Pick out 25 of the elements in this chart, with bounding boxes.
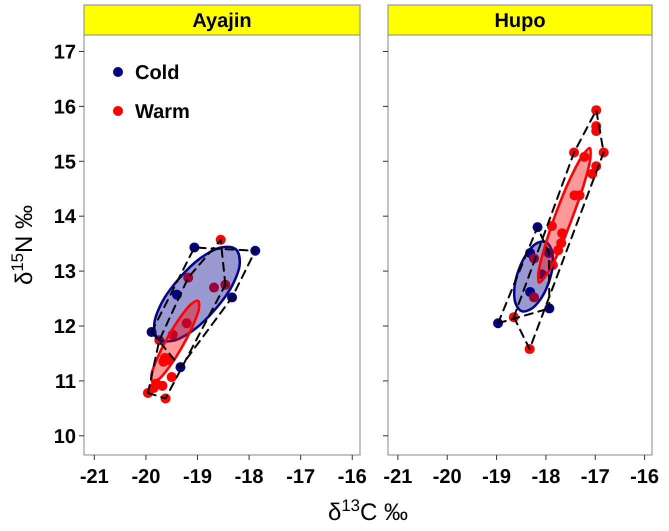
x-tick-label: -19	[482, 466, 512, 488]
x-tick-label: -18	[531, 466, 560, 488]
legend-label: Cold	[135, 62, 180, 84]
legend-label: Warm	[135, 101, 190, 123]
y-tick-label: 17	[54, 41, 76, 64]
y-tick-label: 15	[54, 151, 76, 174]
x-tick-label: -19	[183, 466, 212, 488]
y-tick-label: 10	[54, 426, 76, 448]
x-tick-label: -17	[580, 466, 610, 488]
y-tick-label: 12	[54, 316, 76, 338]
x-tick-label: -18	[234, 466, 264, 488]
y-tick-label: 11	[54, 370, 76, 393]
x-tick-label: -16	[630, 466, 660, 488]
x-tick-label: -21	[383, 466, 412, 488]
x-tick-label: -17	[286, 466, 316, 488]
y-tick-label: 16	[54, 96, 76, 118]
chart-title: Ayajin	[192, 10, 252, 32]
x-axis-title: δ$^{13}$C ‰	[328, 496, 408, 526]
x-tick-label: -21	[80, 466, 109, 488]
x-tick-label: -20	[131, 466, 160, 488]
x-tick-label: -16	[338, 466, 367, 488]
chart-title: Hupo	[494, 10, 546, 32]
x-tick-label: -20	[432, 466, 462, 488]
y-tick-label: 13	[54, 261, 76, 284]
y-tick-label: 14	[54, 206, 77, 228]
